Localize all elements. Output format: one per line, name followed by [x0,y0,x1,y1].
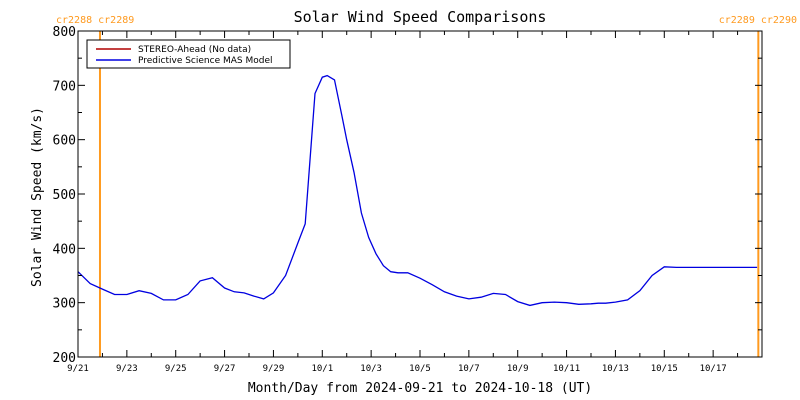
x-tick-label-0: 9/21 [67,364,89,374]
chart-title: Solar Wind Speed Comparisons [294,8,547,26]
x-tick-label-10: 10/11 [553,364,580,374]
x-tick-label-6: 10/3 [360,364,382,374]
x-tick-label-3: 9/27 [214,364,236,374]
x-tick-label-5: 10/1 [311,364,333,374]
x-tick-label-13: 10/17 [700,364,727,374]
x-tick-label-4: 9/29 [263,364,285,374]
x-tick-label-9: 10/9 [507,364,529,374]
x-tick-label-2: 9/25 [165,364,187,374]
x-tick-label-1: 9/23 [116,364,138,374]
legend-label-model: Predictive Science MAS Model [138,56,273,66]
plot-frame [77,30,763,358]
y-tick-label-600: 600 [53,134,76,149]
series-line-1 [77,74,758,307]
x-tick-label-7: 10/5 [409,364,431,374]
y-tick-label-400: 400 [53,242,76,257]
carrington-label-1: cr2289 cr2290 [719,15,797,26]
x-tick-label-8: 10/7 [458,364,480,374]
y-tick-label-300: 300 [53,297,76,312]
y-tick-label-800: 800 [53,25,76,40]
y-tick-label-700: 700 [53,79,76,94]
y-axis-ticks: 200 300 400 500 600 700 800 [53,25,762,366]
legend-box [86,39,291,69]
y-axis-label: Solar Wind Speed (km/s) [30,107,45,287]
legend: STEREO-Ahead (No data) Predictive Scienc… [86,39,291,69]
series-lines [77,74,758,307]
carrington-label-0: cr2288 cr2289 [56,15,134,26]
x-axis-label: Month/Day from 2024-09-21 to 2024-10-18 … [248,381,592,396]
y-tick-label-200: 200 [53,351,76,366]
x-tick-label-12: 10/15 [651,364,678,374]
x-axis-ticks: 9/21 9/23 9/25 9/27 9/29 10/1 10/3 10/5 10/7 10/9… [67,31,739,374]
y-tick-label-500: 500 [53,188,76,203]
legend-label-stereo: STEREO-Ahead (No data) [138,45,251,55]
x-tick-label-11: 10/13 [602,364,629,374]
